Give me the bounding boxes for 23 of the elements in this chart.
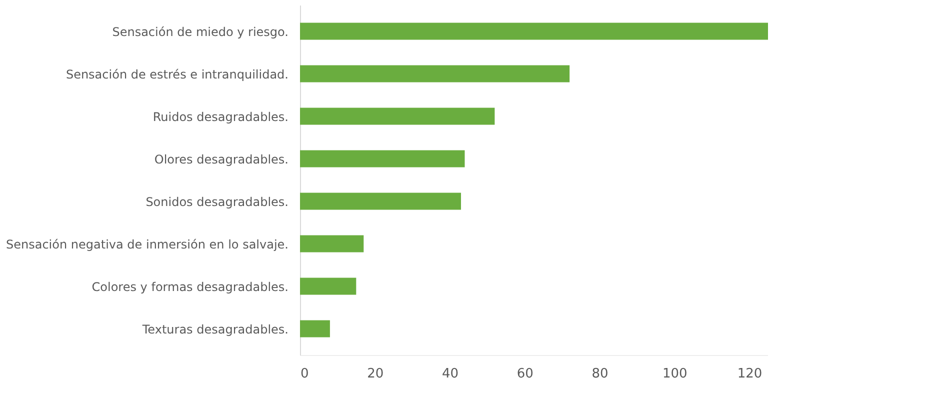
x-tick-label: 60 bbox=[516, 366, 534, 382]
x-tick-label: 0 bbox=[300, 366, 309, 382]
y-tick-label: Ruidos desagradables. bbox=[152, 110, 288, 124]
bar bbox=[300, 278, 356, 295]
bar bbox=[300, 320, 330, 338]
bar bbox=[300, 108, 495, 125]
y-tick-label: Colores y formas desagradables. bbox=[92, 280, 288, 294]
x-tick-label: 120 bbox=[737, 366, 762, 382]
bar bbox=[300, 65, 570, 82]
x-tick-label: 100 bbox=[662, 366, 688, 382]
y-tick-label: Sonidos desagradables. bbox=[146, 194, 288, 209]
x-tick-label: 40 bbox=[442, 366, 459, 382]
y-tick-label: Olores desagradables. bbox=[154, 152, 288, 166]
bar bbox=[300, 235, 364, 252]
bar bbox=[300, 150, 465, 168]
x-tick-label: 20 bbox=[367, 366, 384, 382]
bar bbox=[300, 22, 768, 40]
y-tick-label: Sensación de estrés e intranquilidad. bbox=[66, 67, 288, 82]
x-tick-label: 80 bbox=[592, 366, 608, 382]
bar bbox=[300, 192, 461, 210]
y-tick-label: Sensación de miedo y riesgo. bbox=[112, 24, 288, 39]
y-tick-label: Sensación negativa de inmersión en lo salvaje. bbox=[6, 237, 288, 252]
y-tick-label: Texturas desagradables. bbox=[141, 322, 288, 336]
